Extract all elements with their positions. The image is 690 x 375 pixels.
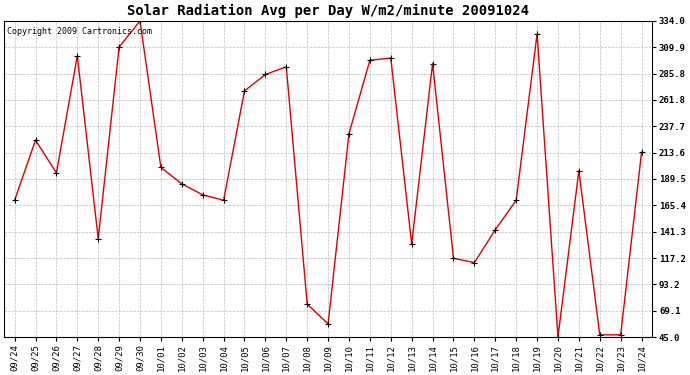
Title: Solar Radiation Avg per Day W/m2/minute 20091024: Solar Radiation Avg per Day W/m2/minute … <box>127 4 529 18</box>
Text: Copyright 2009 Cartronics.com: Copyright 2009 Cartronics.com <box>8 27 152 36</box>
